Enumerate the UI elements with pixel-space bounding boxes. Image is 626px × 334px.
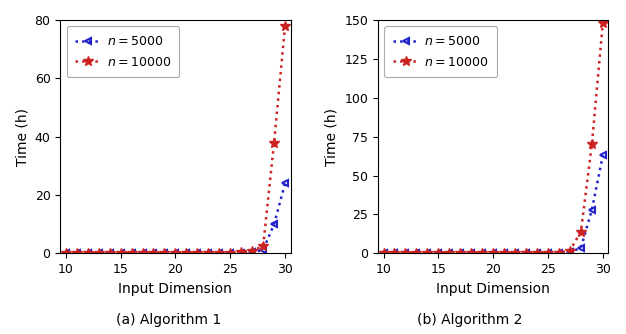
$n = 5000$ (139, 251, 146, 255)
$n = 5000$ (205, 251, 212, 255)
$n = 10000$ (413, 251, 420, 255)
$n = 10000$ (588, 142, 595, 146)
$n = 5000$ (599, 153, 607, 157)
Text: (a) Algorithm 1: (a) Algorithm 1 (116, 313, 222, 327)
$n = 10000$ (500, 251, 508, 255)
$n = 10000$ (270, 141, 278, 145)
$n = 10000$ (533, 251, 541, 255)
Line: $n = 5000$: $n = 5000$ (63, 180, 289, 257)
$n = 5000$ (237, 251, 245, 255)
$n = 5000$ (84, 252, 91, 256)
$n = 10000$ (150, 251, 157, 255)
$n = 10000$ (380, 252, 387, 256)
$n = 10000$ (249, 249, 256, 253)
$n = 5000$ (117, 251, 125, 255)
$n = 10000$ (446, 251, 453, 255)
$n = 5000$ (128, 251, 135, 255)
$n = 5000$ (468, 251, 475, 255)
$n = 10000$ (73, 251, 81, 255)
$n = 10000$ (281, 24, 289, 28)
Line: $n = 10000$: $n = 10000$ (379, 18, 608, 258)
$n = 10000$ (106, 251, 113, 255)
$n = 10000$ (522, 251, 530, 255)
$n = 10000$ (205, 251, 212, 255)
$n = 5000$ (73, 252, 81, 256)
$n = 10000$ (84, 251, 91, 255)
$n = 10000$ (193, 251, 201, 255)
$n = 10000$ (161, 251, 168, 255)
$n = 5000$ (544, 251, 552, 255)
$n = 10000$ (215, 251, 223, 255)
X-axis label: Input Dimension: Input Dimension (118, 282, 232, 296)
$n = 10000$ (434, 251, 442, 255)
$n = 5000$ (172, 251, 179, 255)
$n = 5000$ (270, 222, 278, 226)
$n = 10000$ (391, 252, 398, 256)
$n = 5000$ (402, 252, 409, 256)
Legend: $n = 5000$, $n = 10000$: $n = 5000$, $n = 10000$ (384, 26, 497, 77)
$n = 10000$ (62, 251, 69, 255)
X-axis label: Input Dimension: Input Dimension (436, 282, 550, 296)
$n = 5000$ (193, 251, 201, 255)
$n = 5000$ (434, 252, 442, 256)
$n = 10000$ (402, 251, 409, 255)
$n = 10000$ (424, 251, 431, 255)
$n = 10000$ (566, 248, 573, 253)
$n = 10000$ (95, 251, 103, 255)
$n = 5000$ (424, 252, 431, 256)
$n = 5000$ (95, 252, 103, 256)
$n = 5000$ (183, 251, 190, 255)
Y-axis label: Time (h): Time (h) (15, 108, 29, 166)
$n = 10000$ (237, 250, 245, 255)
$n = 5000$ (588, 208, 595, 212)
$n = 5000$ (161, 251, 168, 255)
$n = 10000$ (139, 251, 146, 255)
$n = 10000$ (555, 250, 563, 255)
$n = 10000$ (227, 251, 234, 255)
$n = 10000$ (468, 251, 475, 255)
$n = 10000$ (490, 251, 497, 255)
$n = 5000$ (380, 252, 387, 256)
$n = 10000$ (259, 244, 267, 248)
$n = 10000$ (511, 251, 519, 255)
$n = 5000$ (500, 251, 508, 255)
$n = 5000$ (62, 252, 69, 256)
$n = 5000$ (249, 250, 256, 255)
$n = 5000$ (566, 250, 573, 254)
$n = 5000$ (511, 251, 519, 255)
$n = 5000$ (533, 251, 541, 255)
$n = 10000$ (577, 229, 585, 233)
$n = 5000$ (522, 251, 530, 255)
$n = 10000$ (183, 251, 190, 255)
$n = 10000$ (172, 251, 179, 255)
$n = 5000$ (215, 251, 223, 255)
$n = 5000$ (555, 251, 563, 255)
$n = 5000$ (446, 251, 453, 255)
$n = 5000$ (456, 251, 464, 255)
$n = 5000$ (150, 251, 157, 255)
$n = 5000$ (106, 252, 113, 256)
Text: (b) Algorithm 2: (b) Algorithm 2 (417, 313, 522, 327)
$n = 10000$ (599, 21, 607, 25)
Line: $n = 10000$: $n = 10000$ (61, 21, 290, 258)
$n = 10000$ (544, 251, 552, 255)
Line: $n = 5000$: $n = 5000$ (380, 152, 607, 257)
$n = 10000$ (128, 251, 135, 255)
$n = 5000$ (259, 248, 267, 252)
$n = 10000$ (456, 251, 464, 255)
$n = 5000$ (577, 246, 585, 250)
$n = 5000$ (490, 251, 497, 255)
Legend: $n = 5000$, $n = 10000$: $n = 5000$, $n = 10000$ (66, 26, 180, 77)
$n = 10000$ (478, 251, 486, 255)
$n = 10000$ (117, 251, 125, 255)
Y-axis label: Time (h): Time (h) (325, 108, 339, 166)
$n = 5000$ (281, 181, 289, 185)
$n = 5000$ (413, 252, 420, 256)
$n = 5000$ (391, 252, 398, 256)
$n = 5000$ (478, 251, 486, 255)
$n = 5000$ (227, 251, 234, 255)
